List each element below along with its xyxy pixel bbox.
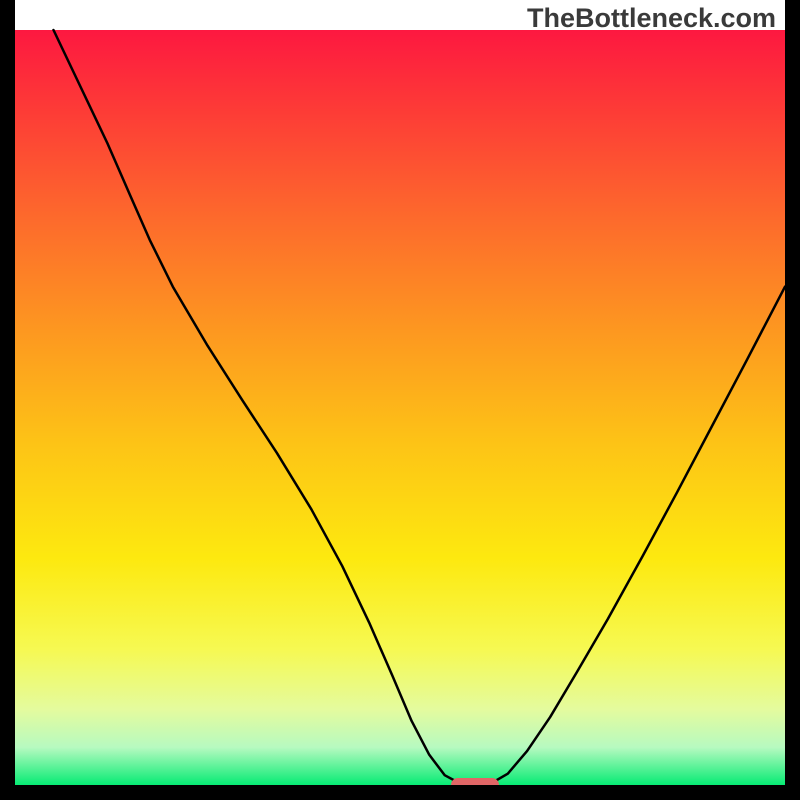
curve-layer — [0, 0, 800, 800]
bottleneck-curve — [54, 30, 786, 785]
minimum-marker — [451, 778, 499, 792]
chart-container: TheBottleneck.com — [0, 0, 800, 800]
watermark-text: TheBottleneck.com — [527, 3, 776, 34]
